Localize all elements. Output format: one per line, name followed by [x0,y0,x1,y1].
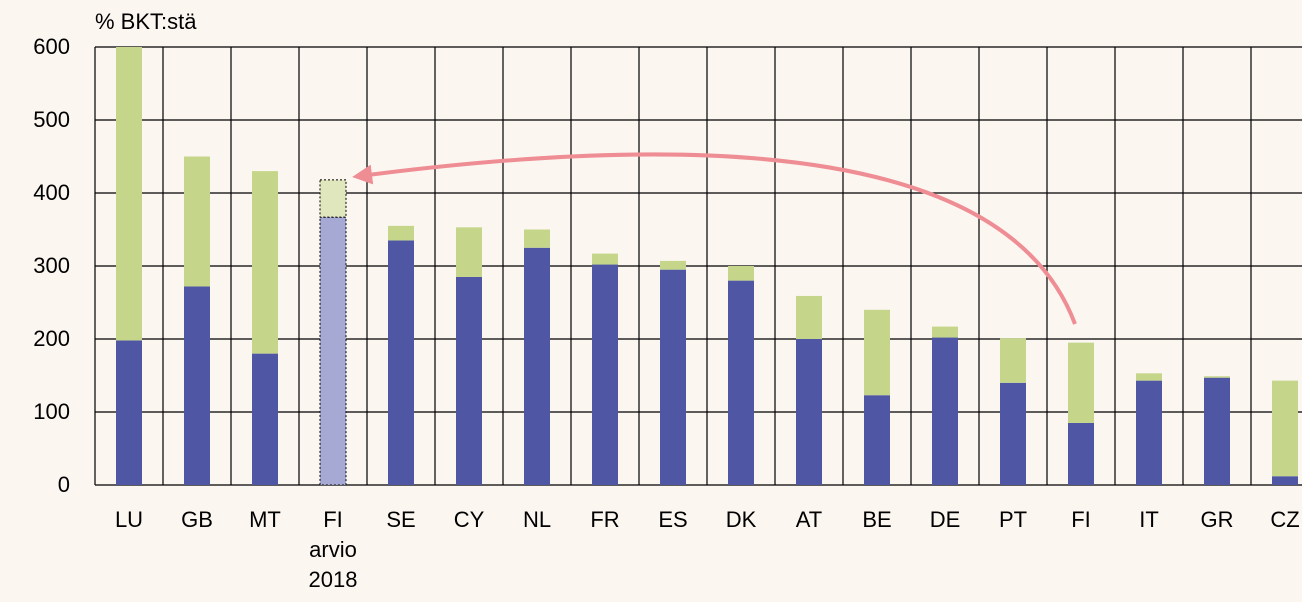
bar-segment [456,276,482,485]
bar-segment [660,260,686,270]
bar-segment [1204,376,1230,378]
bar-segment [1000,382,1026,485]
bar-segment [660,269,686,485]
y-tick-label: 300 [33,253,70,278]
x-tick-label: GR [1200,507,1234,532]
bar-segment [456,227,482,277]
bar-segment [1204,377,1230,485]
x-tick-label: AT [795,507,823,532]
x-tick-label: CY [453,507,485,532]
x-tick-label: BE [862,507,892,532]
x-tick-label: NL [522,507,552,532]
bar-segment [388,240,414,485]
y-axis-label: % BKT:stä [95,9,197,34]
bar-segment [1272,476,1298,485]
x-tick-label: CZ [1270,507,1300,532]
x-tick-label: DK [725,507,757,532]
y-tick-label: 400 [33,180,70,205]
x-tick-label: IT [1139,507,1159,532]
bar-segment [184,286,210,485]
bar-segment [319,179,347,218]
bar-segment [524,229,550,248]
bar-segment [728,266,754,281]
bar-segment [592,253,618,265]
x-tick-label: MT [249,507,281,532]
y-tick-label: 200 [33,326,70,351]
arrow [352,152,1077,325]
bar-segment [116,340,142,485]
bar-segment [592,264,618,485]
x-tick-label: ES [658,507,688,532]
bar-segment [184,156,210,287]
x-tick-label: PT [998,507,1028,532]
bar-segment [1068,422,1094,485]
bar-segment [116,47,142,341]
bar-segment [252,353,278,485]
y-tick-label: 600 [33,34,70,59]
bar-segment [388,225,414,241]
bar-segment [524,247,550,485]
bar-segment [796,295,822,339]
bar-segment [1000,338,1026,383]
bar-segment [1068,342,1094,423]
x-tick-label: FI [1071,507,1091,532]
bar-segment [864,395,890,485]
bar-segment [796,339,822,485]
y-tick-label: 100 [33,399,70,424]
bar-segment [1136,373,1162,381]
bar-segment [319,216,347,486]
bar-segment [728,280,754,485]
bar-segment [932,337,958,485]
x-tick-label: SE [386,507,416,532]
x-tick-label: DE [929,507,961,532]
bar-segment [932,326,958,338]
bar-segment [1272,380,1298,477]
x-tick-label: FR [590,507,620,532]
y-tick-label: 0 [57,472,70,497]
bar-segment [252,171,278,354]
x-tick-label: GB [181,507,213,532]
bar-segment [1136,380,1162,485]
bar-segment [864,309,890,396]
y-tick-label: 500 [33,107,70,132]
x-tick-label: FI arvio 2018 [308,507,358,592]
x-tick-label: LU [114,507,144,532]
